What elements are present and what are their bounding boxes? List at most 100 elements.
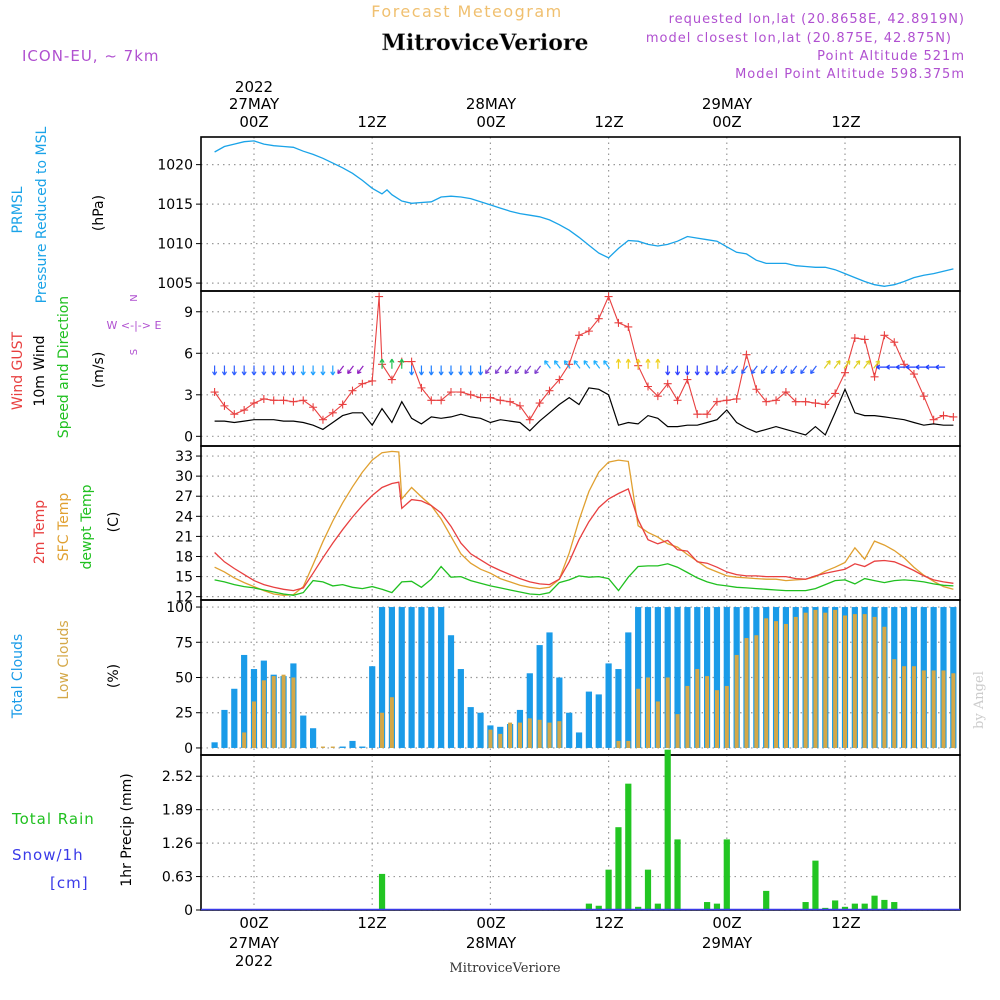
rain-bar: [664, 749, 671, 910]
wind-arrow: [389, 358, 395, 369]
wind-arrow: [905, 364, 916, 370]
wind-arrow: [553, 360, 561, 369]
wind-arrow: [448, 365, 454, 376]
wind-arrow: [760, 365, 768, 375]
gust-point: [663, 379, 672, 388]
wind-unit: (m/s): [91, 352, 107, 389]
wind-arrow: [935, 364, 946, 370]
gust-point: [358, 379, 367, 388]
gust-point: [860, 335, 869, 344]
wind-arrow: [399, 358, 405, 369]
total-clouds-bar: [447, 635, 455, 748]
bottom-label-h0-l1: 27MAY: [229, 934, 280, 952]
wind-arrow: [320, 365, 326, 376]
gust-point: [486, 393, 495, 402]
wind-arrow: [251, 365, 257, 376]
rain-bar: [644, 869, 652, 910]
wind-arrow: [261, 365, 267, 376]
low-clouds-bar: [665, 677, 670, 748]
wind-arrow: [356, 365, 364, 375]
rain-bar: [713, 903, 721, 910]
wind-arrow: [780, 365, 788, 375]
rain-bar: [851, 903, 858, 910]
cloud-label-total: Total Clouds: [10, 634, 26, 719]
gust-point: [240, 406, 249, 415]
point-altitude: Point Altitude 521m: [817, 49, 965, 64]
sfc-temp-line: [214, 450, 954, 596]
temp-panel: 12 15 18 21 24 27 30 33: [175, 445, 961, 606]
wind-arrow: [665, 365, 671, 376]
wind-arrow: [741, 365, 748, 375]
temp-ytick-label: 12: [175, 590, 193, 606]
low-clouds-bar: [774, 621, 779, 748]
wind-arrow: [721, 365, 729, 375]
temp-labels: 2m Temp SFC Temp dewpt Temp (C): [32, 484, 122, 569]
total-clouds-bar: [398, 607, 405, 748]
plot-layer: 1005 1010 1015 1020 0 3 6 9 12 15 18 21 24 27 30 33 0 25 5…: [157, 136, 961, 919]
total-clouds-bar: [369, 666, 376, 748]
low-clouds-bar: [705, 676, 710, 748]
pressure-ytick-label: 1010: [157, 237, 193, 253]
low-clouds-bar: [636, 688, 641, 748]
wind-arrow: [853, 360, 861, 369]
total-clouds-bar: [231, 688, 238, 748]
gust-point: [850, 334, 859, 343]
wind-arrow: [563, 360, 571, 369]
clouds-ytick-label: 75: [175, 635, 193, 651]
gust-point: [545, 386, 554, 395]
chart-subtitle: Forecast Meteogram: [371, 2, 562, 21]
top-label-h24-l0: 28MAY: [466, 95, 517, 113]
precip-label-cm: [cm]: [50, 874, 89, 892]
total-clouds-bar: [546, 632, 553, 748]
low-clouds-bar: [616, 740, 621, 748]
low-clouds-bar: [803, 612, 808, 748]
total-clouds-bar: [605, 663, 612, 748]
gust-point: [496, 396, 505, 405]
bottom-label-h48-l1: 29MAY: [702, 934, 753, 952]
gust-point: [220, 401, 229, 410]
gust-point: [939, 411, 948, 420]
top-label-h12: 12Z: [357, 113, 386, 131]
wind-arrow: [300, 365, 306, 376]
total-clouds-bar: [418, 607, 425, 748]
low-clouds-bar: [488, 729, 493, 748]
rain-bar: [595, 905, 602, 910]
wind-arrow: [524, 365, 532, 375]
total-clouds-bar: [635, 607, 642, 748]
wind-ytick-label: 9: [184, 305, 193, 321]
gust-point: [575, 331, 584, 340]
precip-ytick-label: 1.26: [162, 836, 193, 852]
wind-arrow: [925, 364, 936, 370]
gust-point: [870, 372, 879, 381]
pressure-panel: 1005 1010 1015 1020: [157, 136, 961, 292]
low-clouds-bar: [242, 732, 247, 748]
precip-label-rain: Total Rain: [11, 810, 95, 828]
low-clouds-bar: [843, 615, 847, 748]
wind-ytick-label: 6: [184, 346, 193, 362]
wind-label-gust: Wind GUST: [10, 331, 26, 410]
gust-point: [279, 396, 288, 405]
rain-bar: [841, 906, 849, 910]
wind-arrow: [337, 365, 345, 375]
total-clouds-bar: [723, 607, 730, 748]
total-clouds-bar: [339, 746, 346, 748]
temp-ytick-label: 27: [175, 489, 193, 505]
low-clouds-bar: [921, 670, 926, 748]
wind-arrow: [843, 360, 851, 369]
gust-point: [624, 322, 633, 331]
wind-arrow: [694, 365, 700, 376]
wind-arrow: [221, 365, 228, 376]
rain-bar: [674, 839, 681, 910]
wind-arrow: [615, 358, 622, 369]
pressure-line: [214, 140, 954, 287]
wind-arrow: [750, 365, 758, 375]
total-clouds-bar: [211, 742, 218, 748]
wind-arrow: [534, 365, 542, 375]
wind-arrow: [212, 365, 218, 376]
gust-point: [476, 393, 485, 402]
rain-bar: [861, 903, 868, 910]
total-clouds-bar: [221, 709, 228, 748]
gust-point: [880, 331, 889, 340]
gust-point: [506, 397, 515, 406]
temp-ytick-label: 21: [175, 529, 193, 545]
